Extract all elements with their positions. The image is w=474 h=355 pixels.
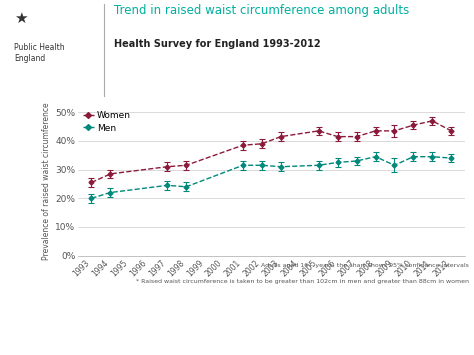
Text: Trend in raised waist circumference among adults: Trend in raised waist circumference amon… xyxy=(114,4,409,17)
Text: Public Health
England: Public Health England xyxy=(14,43,65,64)
Text: Adults aged 16+ years, the chart shows 95% confidence intervals: Adults aged 16+ years, the chart shows 9… xyxy=(261,263,469,268)
Text: 18    Patterns and trends in adult obesity: 18 Patterns and trends in adult obesity xyxy=(12,337,184,346)
Y-axis label: Prevalence of raised waist circumference: Prevalence of raised waist circumference xyxy=(42,102,51,260)
Text: * Raised waist circumference is taken to be greater than 102cm in men and greate: * Raised waist circumference is taken to… xyxy=(136,279,469,284)
Legend: Women, Men: Women, Men xyxy=(83,111,131,133)
Text: Health Survey for England 1993-2012: Health Survey for England 1993-2012 xyxy=(114,39,320,49)
Text: ★: ★ xyxy=(14,11,28,26)
